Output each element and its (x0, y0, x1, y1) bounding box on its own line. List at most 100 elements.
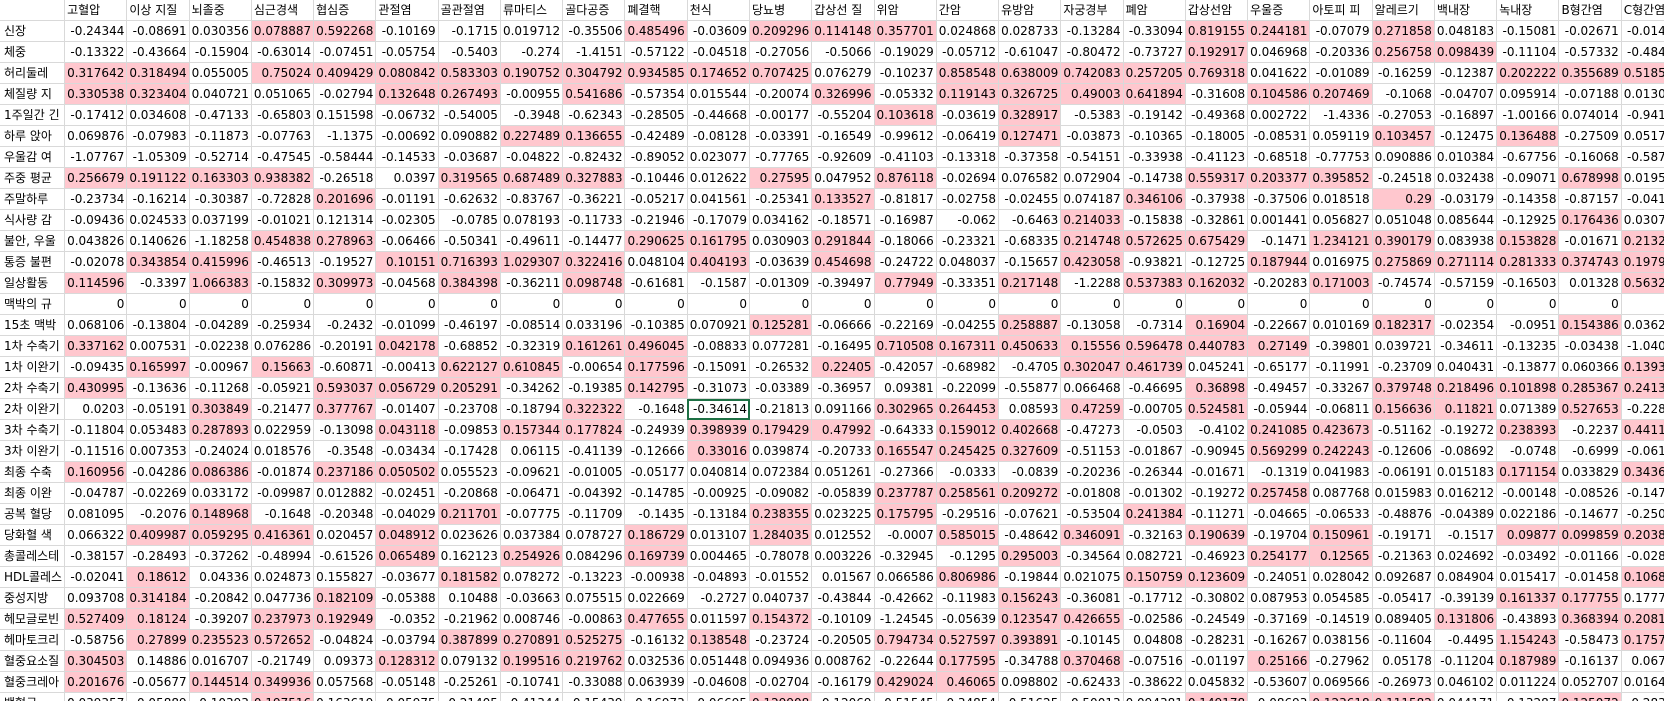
data-cell[interactable]: 0.039874 (749, 440, 813, 462)
data-cell[interactable]: 0.068106 (64, 314, 128, 336)
data-cell[interactable]: 0 (811, 293, 875, 315)
data-cell[interactable]: 0.081095 (64, 503, 128, 525)
data-cell[interactable]: 0.074014 (1558, 104, 1622, 126)
data-cell[interactable]: 0.123547 (998, 608, 1062, 630)
data-cell[interactable]: 0.019531 (1621, 167, 1664, 189)
data-cell[interactable]: 0.171003 (1309, 272, 1373, 294)
data-cell[interactable]: 0.207469 (1309, 83, 1373, 105)
column-header[interactable]: 고혈압 (64, 0, 128, 21)
data-cell[interactable]: 0.423673 (1309, 419, 1373, 441)
data-cell[interactable]: 0.057568 (313, 671, 377, 693)
data-cell[interactable]: -0.13284 (1060, 20, 1124, 42)
data-cell[interactable]: -0.08692 (1434, 440, 1498, 462)
data-cell[interactable]: -0.39497 (811, 272, 875, 294)
data-cell[interactable]: -0.11516 (64, 440, 128, 462)
data-cell[interactable]: 0.454838 (251, 230, 315, 252)
data-cell[interactable]: -0.01309 (749, 272, 813, 294)
data-cell[interactable]: -0.15081 (1496, 20, 1560, 42)
data-cell[interactable]: 0.138548 (687, 629, 751, 651)
data-cell[interactable]: 0.051765 (1621, 125, 1664, 147)
data-cell[interactable]: 0.182109 (313, 587, 377, 609)
row-label-cell[interactable]: 식사량 감 (0, 209, 66, 231)
data-cell[interactable]: -0.07188 (1558, 83, 1622, 105)
data-cell[interactable]: -0.39801 (1309, 335, 1373, 357)
data-cell[interactable]: -0.00148 (1496, 482, 1560, 504)
data-cell[interactable]: 0.186729 (624, 524, 688, 546)
data-cell[interactable]: -0.22169 (874, 314, 937, 336)
data-cell[interactable]: -0.00413 (375, 356, 439, 378)
data-cell[interactable]: -0.37506 (1247, 188, 1311, 210)
data-cell[interactable]: -0.41139 (562, 440, 626, 462)
column-header[interactable]: 류마티스 (500, 0, 564, 21)
data-cell[interactable]: 0.319565 (438, 167, 501, 189)
data-cell[interactable]: 0.033172 (189, 482, 252, 504)
data-cell[interactable]: -0.81817 (874, 188, 937, 210)
data-cell[interactable]: 0.039357 (64, 692, 128, 701)
data-cell[interactable]: 0.047736 (251, 587, 315, 609)
data-cell[interactable]: 0.163303 (189, 167, 252, 189)
data-cell[interactable]: -0.02354 (1434, 314, 1498, 336)
row-label-cell[interactable]: 주말하루 (0, 188, 66, 210)
data-cell[interactable]: -0.04787 (64, 482, 128, 504)
data-cell[interactable]: -1.1375 (313, 125, 377, 147)
data-cell[interactable]: 0 (998, 293, 1062, 315)
data-cell[interactable]: -0.00967 (189, 356, 252, 378)
row-label-cell[interactable]: 2차 이완기 (0, 398, 66, 420)
data-cell[interactable]: -0.27366 (874, 461, 937, 483)
data-cell[interactable]: -0.48876 (1372, 503, 1435, 525)
data-cell[interactable]: -0.46923 (1185, 545, 1249, 567)
data-cell[interactable]: 0.190639 (1185, 524, 1249, 546)
data-cell[interactable]: 0.218496 (1434, 377, 1498, 399)
data-cell[interactable]: 0.197904 (1621, 251, 1664, 273)
column-header[interactable]: 폐암 (1123, 0, 1186, 21)
data-cell[interactable]: -0.65803 (251, 104, 315, 126)
data-cell[interactable]: 0.256679 (64, 167, 128, 189)
data-cell[interactable]: -0.11873 (189, 125, 252, 147)
data-cell[interactable]: 0 (687, 293, 751, 315)
data-cell[interactable]: -0.06134 (1621, 440, 1664, 462)
data-cell[interactable]: 0 (1247, 293, 1311, 315)
data-cell[interactable]: -0.13636 (126, 377, 190, 399)
data-cell[interactable]: 0.080842 (375, 62, 439, 84)
data-cell[interactable]: 0.537383 (1123, 272, 1186, 294)
data-cell[interactable]: 0.235523 (189, 629, 252, 651)
data-cell[interactable]: -0.46695 (1123, 377, 1186, 399)
data-cell[interactable]: 0.258887 (998, 314, 1062, 336)
data-cell[interactable]: 0.270891 (500, 629, 564, 651)
data-cell[interactable]: 0.039721 (1372, 335, 1435, 357)
data-cell[interactable]: 0.148968 (189, 503, 252, 525)
data-cell[interactable]: -0.55877 (998, 377, 1062, 399)
row-label-cell[interactable]: 혈중요소질 (0, 650, 66, 672)
data-cell[interactable]: -0.57332 (1558, 41, 1622, 63)
data-cell[interactable]: -0.34788 (998, 650, 1062, 672)
column-header[interactable]: 아토피 피 (1309, 0, 1373, 21)
data-cell[interactable]: -0.02794 (313, 83, 377, 105)
data-cell[interactable]: -0.20191 (313, 335, 377, 357)
data-cell[interactable]: -0.01808 (1060, 482, 1124, 504)
data-cell[interactable]: 0 (1621, 293, 1664, 315)
data-cell[interactable]: -0.04286 (126, 461, 190, 483)
data-cell[interactable]: -0.4495 (1434, 629, 1498, 651)
data-cell[interactable]: -0.02758 (936, 188, 1000, 210)
column-header[interactable]: 우울증 (1247, 0, 1311, 21)
data-cell[interactable]: -0.14738 (1123, 167, 1186, 189)
data-cell[interactable]: -0.10446 (624, 167, 688, 189)
data-cell[interactable]: 0.015417 (1496, 566, 1560, 588)
data-cell[interactable]: 0.06115 (500, 440, 564, 462)
data-cell[interactable]: 0 (1434, 293, 1498, 315)
data-cell[interactable]: 0.04808 (1123, 629, 1186, 651)
data-cell[interactable]: -0.19844 (998, 566, 1062, 588)
data-cell[interactable]: -0.1295 (936, 545, 1000, 567)
data-cell[interactable]: 0.559317 (1185, 167, 1249, 189)
data-cell[interactable]: 0.192917 (1185, 41, 1249, 63)
data-cell[interactable]: -0.94193 (1621, 104, 1664, 126)
data-cell[interactable]: -0.12925 (1496, 209, 1560, 231)
data-cell[interactable]: -0.65177 (1247, 356, 1311, 378)
data-cell[interactable]: 0.082721 (1123, 545, 1186, 567)
data-cell[interactable]: -0.04289 (189, 314, 252, 336)
data-cell[interactable]: -0.58473 (1558, 629, 1622, 651)
row-label-cell[interactable]: 맥박의 규 (0, 293, 66, 315)
data-cell[interactable]: -1.2288 (1060, 272, 1124, 294)
data-cell[interactable]: -0.58756 (64, 629, 128, 651)
data-cell[interactable]: 0.149178 (1185, 692, 1249, 701)
